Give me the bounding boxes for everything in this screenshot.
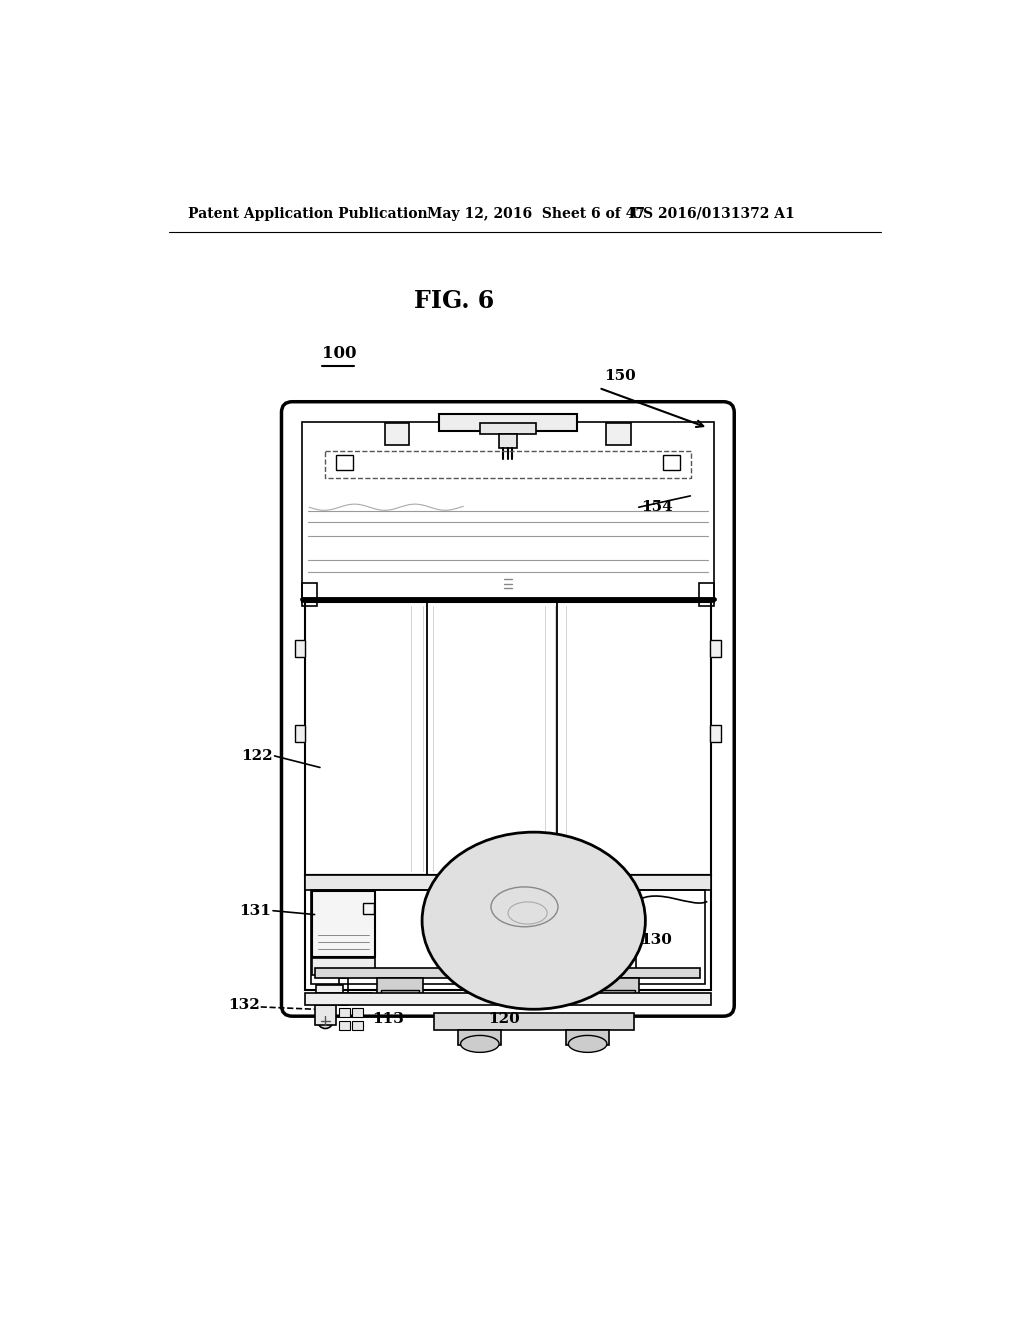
Bar	[385, 424, 410, 445]
Bar	[312, 958, 376, 975]
Bar	[593, 978, 639, 995]
Bar	[711, 640, 721, 657]
Circle shape	[415, 878, 422, 886]
Ellipse shape	[461, 1035, 499, 1052]
Bar	[433, 1014, 634, 1030]
Text: May 12, 2016  Sheet 6 of 47: May 12, 2016 Sheet 6 of 47	[427, 207, 645, 220]
Bar	[325, 451, 691, 478]
Bar	[304, 874, 711, 890]
Bar	[301, 422, 714, 602]
Circle shape	[634, 878, 642, 886]
Circle shape	[586, 878, 593, 886]
Bar	[606, 424, 631, 445]
Text: 131: 131	[240, 904, 271, 917]
Text: 130: 130	[640, 933, 672, 946]
Text: 122: 122	[242, 748, 273, 763]
Ellipse shape	[568, 1035, 607, 1052]
Bar	[301, 582, 316, 606]
Bar	[339, 1020, 350, 1030]
Bar	[316, 985, 343, 1002]
Bar	[312, 891, 376, 957]
Text: 100: 100	[322, 346, 356, 363]
Circle shape	[361, 878, 370, 886]
Bar	[381, 990, 419, 997]
Bar	[596, 990, 635, 997]
FancyBboxPatch shape	[282, 401, 734, 1016]
Text: FIG. 6: FIG. 6	[414, 289, 495, 313]
Text: 120: 120	[488, 1011, 520, 1026]
Circle shape	[528, 878, 537, 886]
Bar	[304, 993, 711, 1006]
Circle shape	[317, 1014, 333, 1028]
Text: 113: 113	[373, 1011, 404, 1026]
Bar	[663, 455, 680, 470]
Bar	[438, 414, 578, 430]
Bar	[304, 874, 711, 990]
Circle shape	[471, 878, 479, 886]
Bar	[711, 725, 721, 742]
Bar	[377, 978, 423, 995]
Bar	[315, 969, 700, 978]
Bar	[480, 424, 536, 434]
Bar	[295, 725, 305, 742]
Text: 132: 132	[228, 998, 260, 1012]
Bar	[352, 1007, 364, 1016]
Bar	[698, 582, 714, 606]
Text: US 2016/0131372 A1: US 2016/0131372 A1	[631, 207, 795, 220]
Bar	[566, 1030, 609, 1045]
Bar	[314, 1006, 336, 1024]
Bar	[310, 890, 705, 983]
Text: 150: 150	[604, 370, 636, 383]
Text: Patent Application Publication: Patent Application Publication	[188, 207, 428, 220]
Bar	[339, 1007, 350, 1016]
Bar	[499, 434, 517, 447]
Bar	[364, 903, 374, 913]
Text: 154: 154	[641, 500, 673, 515]
Bar	[304, 602, 711, 875]
Bar	[295, 640, 305, 657]
Bar	[339, 978, 348, 1006]
Ellipse shape	[422, 832, 645, 1010]
Bar	[336, 455, 353, 470]
Bar	[352, 1020, 364, 1030]
Bar	[459, 1030, 502, 1045]
